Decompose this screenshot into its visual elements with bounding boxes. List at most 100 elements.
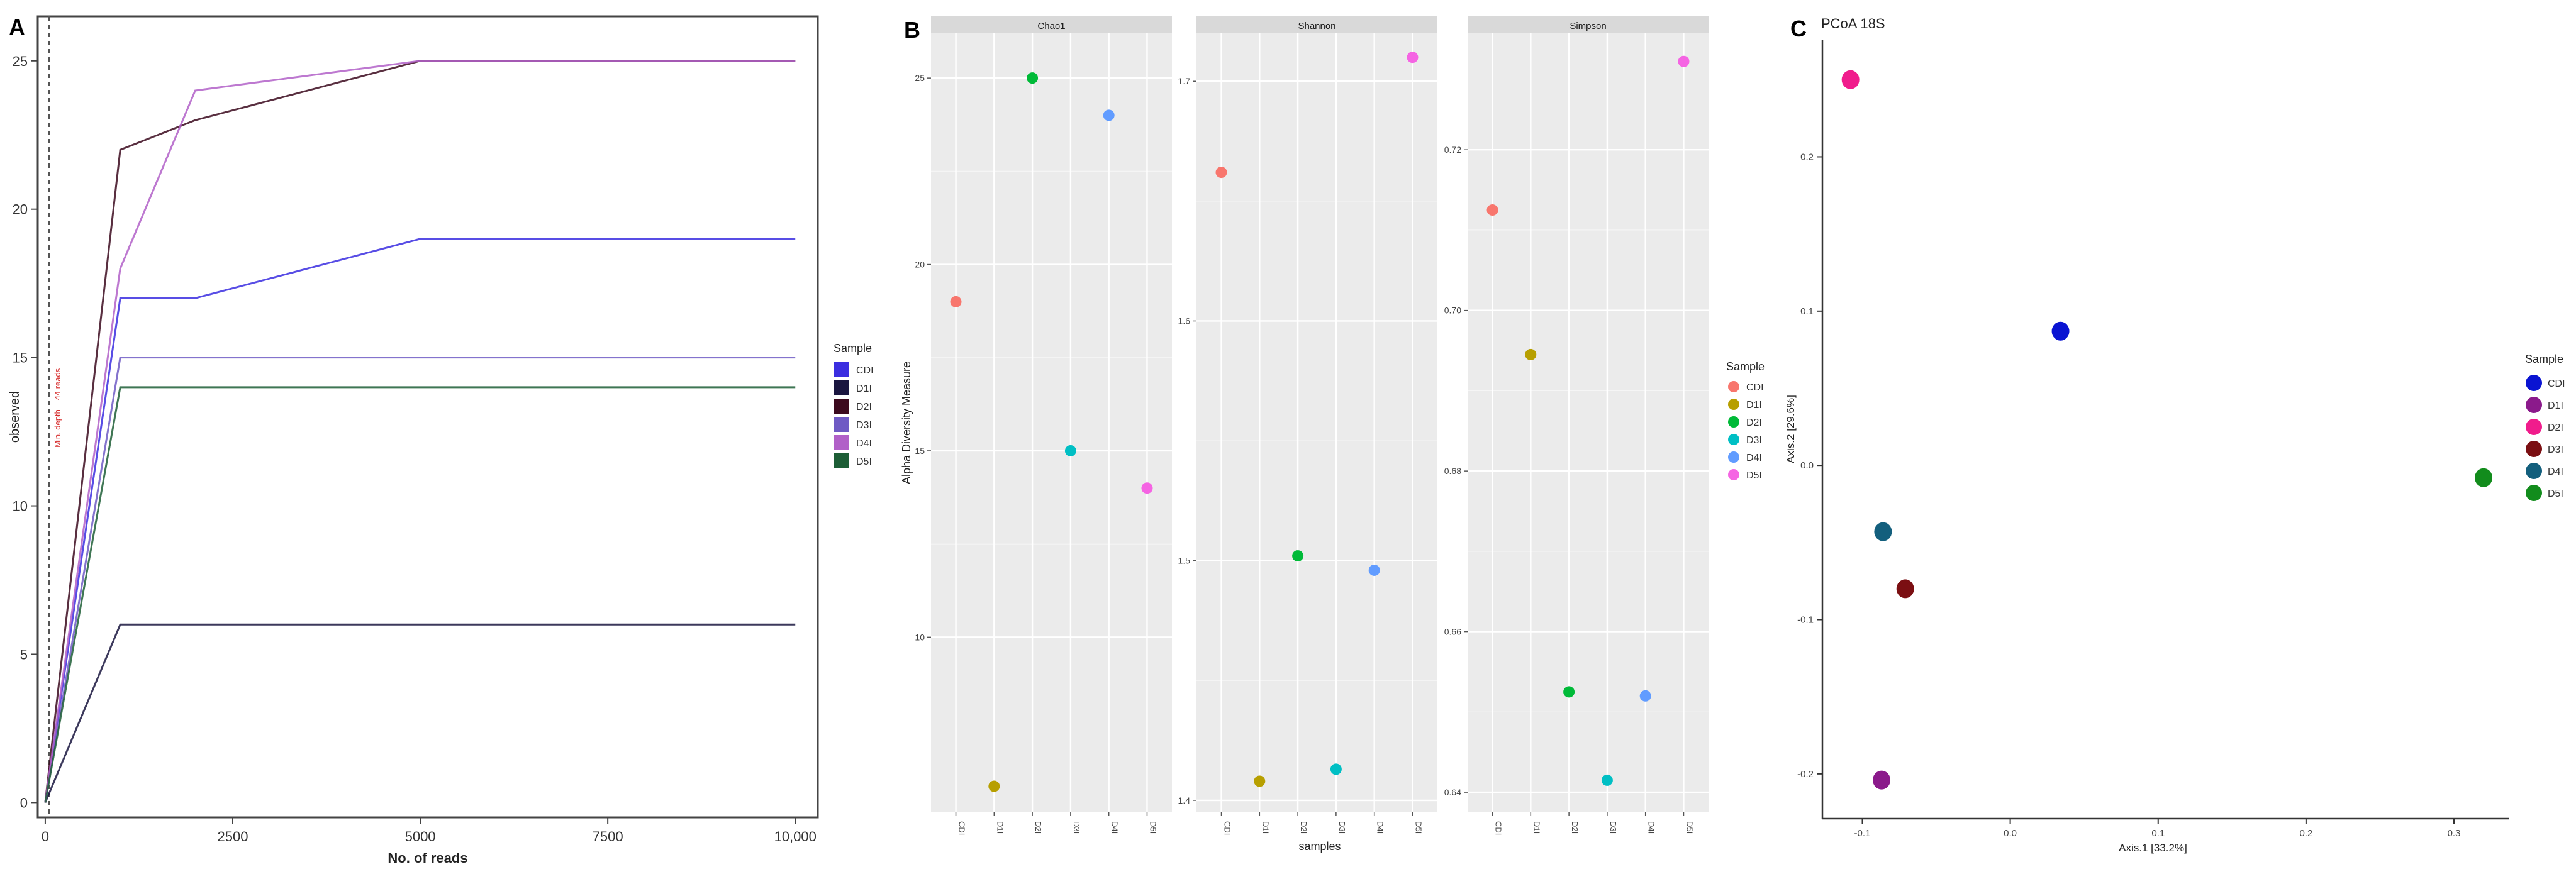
y-tick-label: 0.66 [1444, 627, 1461, 637]
facet-title: Simpson [1570, 21, 1606, 31]
x-tick-label: D1I [995, 821, 1005, 834]
y-tick-label: 1.6 [1178, 316, 1191, 326]
x-tick-label: CDI [1494, 821, 1503, 835]
x-tick-label: -0.1 [1854, 828, 1871, 839]
x-tick-label: D2I [1299, 821, 1308, 834]
y-tick-label: 15 [13, 350, 28, 366]
rarefaction-chart: 0 5 10 15 20 25 0 2500 5000 7500 10,000 No. of read… [8, 15, 874, 866]
x-tick-label: D5I [1148, 821, 1157, 834]
pcoa-point-d5i [2475, 468, 2493, 487]
legend-label: D3I [2548, 445, 2563, 455]
x-tick-label: 0.2 [2299, 828, 2312, 839]
legend-label: D5I [856, 456, 872, 467]
legend-label: CDI [856, 365, 874, 376]
x-tick-label: 10,000 [774, 829, 817, 844]
y-tick-label: 0.64 [1444, 787, 1461, 797]
x-tick-label: D5I [1685, 821, 1694, 834]
y-tick-label: 10 [915, 632, 925, 642]
x-tick-label: D3I [1337, 821, 1347, 834]
point-chao1-d5i [1141, 482, 1153, 494]
panel-c-label: C [1790, 16, 1807, 41]
legend-key-cdi [2526, 375, 2542, 391]
x-axis-title: Axis.1 [33.2%] [2119, 842, 2187, 854]
x-tick-label: D4I [1647, 821, 1656, 834]
legend-key-cdi [834, 362, 849, 377]
x-axis-title: No. of reads [388, 850, 467, 866]
x-tick-label: CDI [957, 821, 967, 835]
legend-label: D5I [2548, 489, 2563, 499]
point-shannon-d3i [1330, 763, 1342, 775]
x-tick-label: D3I [1072, 821, 1081, 834]
panel-b-label: B [904, 17, 920, 43]
rarefaction-line-d4i [44, 60, 796, 803]
legend-title: Sample [2525, 353, 2563, 365]
x-tick-label: 0.0 [2004, 828, 2017, 839]
legend-key-d4i [2526, 463, 2542, 479]
legend-label: D4I [1746, 453, 1762, 463]
pcoa-point-d4i [1874, 522, 1892, 541]
legend-title: Sample [1726, 360, 1765, 373]
point-chao1-d2i [1027, 72, 1039, 84]
x-tick-label: 0.1 [2151, 828, 2165, 839]
y-tick-label: 1.4 [1178, 795, 1191, 805]
y-tick-label: 0 [20, 795, 28, 810]
legend-label: D4I [2548, 467, 2563, 477]
legend-key-d5i [1728, 469, 1739, 480]
point-chao1-d4i [1103, 109, 1115, 121]
point-simpson-d4i [1639, 690, 1651, 702]
facet-panel-chao1 [931, 33, 1172, 812]
legend-label: D1I [856, 384, 872, 394]
facet-title: Chao1 [1037, 21, 1065, 31]
y-tick-label: 25 [13, 53, 28, 69]
min-depth-label: Min. depth = 44 reads [53, 368, 62, 448]
x-tick-label: 2500 [218, 829, 248, 844]
rarefaction-line-d5i [44, 386, 796, 803]
legend-key-d3i [2526, 441, 2542, 457]
x-tick-label: 7500 [593, 829, 623, 844]
pcoa-point-d1i [1873, 770, 1891, 790]
legend-key-d2i [2526, 419, 2542, 435]
y-tick-label: 1.7 [1178, 76, 1191, 86]
y-tick-label: 25 [915, 73, 925, 83]
legend-key-d5i [2526, 485, 2542, 501]
legend-key-d1i [2526, 397, 2542, 413]
pcoa-point-d2i [1841, 70, 1860, 89]
point-simpson-d5i [1678, 55, 1690, 67]
point-simpson-cdi [1486, 204, 1498, 216]
x-tick-label: D4I [1376, 821, 1385, 834]
x-tick-label: 0 [42, 829, 49, 844]
pcoa-chart: PCoA 18S -0.2 -0.1 0.0 0.1 0.2 -0.1 0.0 0.1 0.2 0.… [1785, 16, 2565, 854]
point-simpson-d2i [1563, 686, 1575, 698]
y-axis-title: Alpha Diversity Measure [900, 362, 913, 484]
legend-label: CDI [1746, 382, 1764, 393]
legend-label: D1I [1746, 400, 1762, 411]
point-simpson-d3i [1601, 774, 1613, 786]
legend-key-d3i [1728, 434, 1739, 445]
legend-key-d4i [1728, 451, 1739, 463]
legend-label: D2I [1746, 417, 1762, 428]
y-tick-label: 0.70 [1444, 306, 1461, 316]
y-tick-label: 20 [915, 260, 925, 270]
pcoa-point-cdi [2051, 321, 2070, 341]
facet-panel-simpson [1468, 33, 1709, 812]
legend-label: D4I [856, 438, 872, 449]
legend-key-d3i [834, 417, 849, 432]
x-tick-label: 5000 [405, 829, 436, 844]
rarefaction-line-d1i [44, 623, 796, 803]
y-tick-label: 0.1 [1800, 306, 1814, 317]
point-chao1-cdi [950, 296, 962, 307]
legend-title: Sample [834, 342, 872, 355]
y-tick-label: -0.1 [1797, 615, 1814, 626]
point-shannon-d1i [1254, 775, 1266, 787]
panel-a-label: A [9, 14, 25, 40]
facet-strip-shannon [1196, 16, 1437, 33]
x-tick-label: D1I [1532, 821, 1541, 834]
y-tick-label: 0.0 [1800, 460, 1814, 471]
y-tick-label: 15 [915, 446, 925, 456]
y-tick-label: 1.5 [1178, 556, 1191, 566]
y-tick-label: 0.72 [1444, 145, 1461, 155]
pcoa-point-d3i [1896, 579, 1914, 599]
legend-label: D2I [856, 402, 872, 412]
point-shannon-cdi [1215, 167, 1227, 179]
